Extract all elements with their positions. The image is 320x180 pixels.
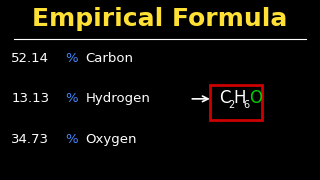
Text: 6: 6 [244, 100, 250, 110]
FancyBboxPatch shape [210, 85, 262, 120]
Text: %: % [66, 133, 78, 146]
Text: 2: 2 [228, 100, 235, 110]
Text: H: H [234, 89, 246, 107]
Text: C: C [219, 89, 230, 107]
Text: %: % [66, 52, 78, 65]
Text: Hydrogen: Hydrogen [86, 92, 150, 105]
Text: 13.13: 13.13 [11, 92, 49, 105]
Text: O: O [249, 89, 262, 107]
Text: 34.73: 34.73 [11, 133, 49, 146]
Text: Carbon: Carbon [86, 52, 134, 65]
Text: Oxygen: Oxygen [86, 133, 137, 146]
Text: 52.14: 52.14 [11, 52, 49, 65]
Text: Empirical Formula: Empirical Formula [32, 7, 288, 31]
Text: %: % [66, 92, 78, 105]
